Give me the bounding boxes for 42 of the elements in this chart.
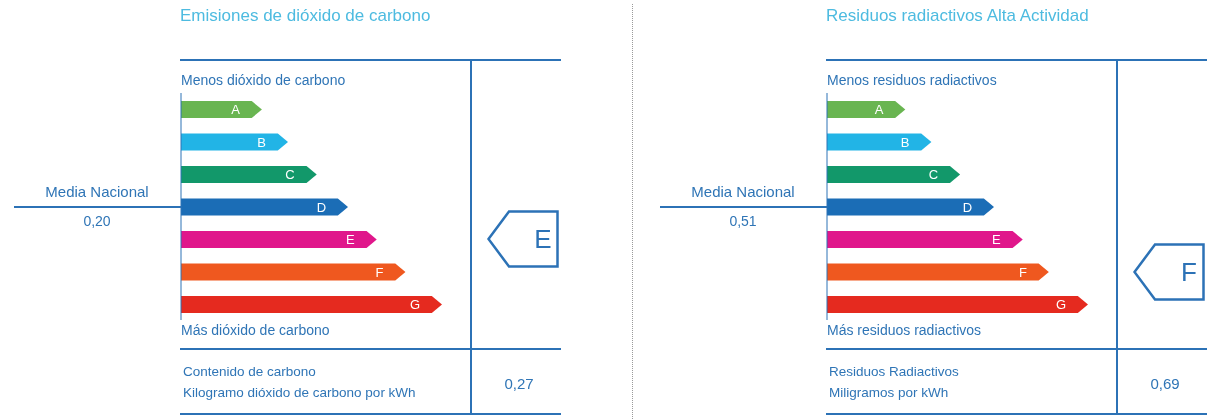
chart-title: Residuos radiactivos Alta Actividad (826, 6, 1089, 26)
bar (181, 133, 289, 151)
text: 0,20 (83, 212, 111, 229)
y-tick-label: A (874, 101, 884, 117)
text: F (1181, 256, 1197, 287)
text: E (534, 223, 552, 255)
y-tick-label: C (928, 166, 939, 182)
text: 0,51 (729, 212, 757, 229)
bar (181, 263, 406, 281)
y-tick-label: C (285, 166, 295, 182)
y-tick-label: B (900, 134, 910, 150)
chart-title: Emisiones de dióxido de carbono (180, 6, 431, 26)
bar (827, 133, 932, 151)
bar (181, 295, 442, 313)
y-tick-label: G (409, 296, 420, 312)
text: Media Nacional (45, 182, 149, 201)
bar (827, 198, 995, 216)
text: Más dióxido de carbono (181, 321, 330, 339)
text: Media Nacional (691, 182, 795, 201)
text: Más residuos radiactivos (827, 321, 982, 339)
text: 0,27 (504, 375, 534, 393)
text: Menos dióxido de carbono (181, 71, 346, 89)
text: 0,69 (1150, 375, 1180, 393)
text: Contenido de carbono (183, 364, 316, 380)
bar (827, 263, 1049, 281)
text: Miligramos por kWh (829, 385, 949, 401)
bar (181, 198, 349, 216)
y-tick-label: G (1055, 296, 1066, 312)
text: Menos residuos radiactivos (827, 71, 997, 89)
bar (827, 165, 961, 183)
bar (181, 165, 317, 183)
bar (827, 100, 906, 118)
y-tick-label: A (231, 101, 241, 117)
text: Residuos Radiactivos (829, 364, 959, 380)
bar (181, 100, 262, 118)
y-tick-label: D (962, 199, 973, 215)
bar (827, 230, 1023, 248)
bar (827, 295, 1088, 313)
y-tick-label: D (316, 199, 327, 215)
bar (181, 230, 377, 248)
text: Kilogramo dióxido de carbono por kWh (183, 385, 416, 401)
y-tick-label: B (257, 134, 267, 150)
